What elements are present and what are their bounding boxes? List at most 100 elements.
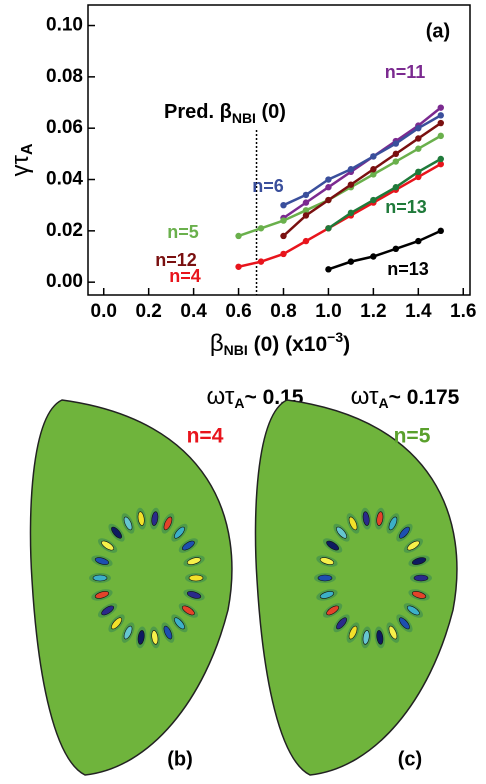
data-point — [415, 173, 422, 181]
x-tick-label: 0.8 — [270, 301, 296, 322]
mode-lobe-core — [399, 617, 410, 630]
data-point — [370, 166, 377, 173]
mode-lobe-core — [388, 625, 398, 640]
data-point — [437, 104, 444, 111]
panel-label: (a) — [426, 20, 450, 42]
mode-lobe-core — [188, 574, 204, 582]
data-point — [415, 168, 422, 176]
x-tick-label: 0.2 — [135, 301, 161, 322]
mode-lobe-core — [111, 617, 122, 630]
x-tick-label: 0.6 — [225, 301, 251, 322]
data-point — [325, 184, 332, 191]
data-point — [302, 212, 310, 219]
mode-lobe-core — [388, 516, 398, 531]
data-point — [325, 225, 332, 232]
mode-lobe-core — [163, 625, 173, 640]
series-label: n=11 — [385, 62, 426, 82]
y-label-main: γτ — [7, 155, 34, 177]
data-point — [280, 250, 287, 258]
y-tick-label: 0.08 — [46, 66, 83, 87]
data-point — [437, 112, 444, 119]
mode-lobe-core — [111, 526, 122, 539]
data-point — [280, 232, 287, 240]
mode-lobe-core — [376, 511, 384, 526]
y-axis-label: γτA — [7, 143, 36, 176]
y-tick-label: 0.10 — [46, 15, 83, 36]
mode-lobe-core — [186, 557, 202, 565]
series-label: n=13 — [387, 259, 429, 279]
reference-text: Pred. β — [164, 101, 232, 123]
x-label-sup: −3 — [327, 329, 343, 345]
data-point — [415, 135, 422, 142]
mode-lobe-core — [317, 574, 333, 582]
mode-lobe-core — [94, 591, 110, 599]
mode-lobe-core — [319, 591, 335, 599]
x-tick-label: 1.4 — [405, 301, 432, 322]
mode-lobe-core — [174, 617, 185, 630]
frequency-sub: A — [234, 395, 244, 411]
x-axis-label: βNBI (0) (x10−3) — [210, 329, 350, 358]
x-tick-label: 1.6 — [450, 301, 476, 322]
data-point — [302, 191, 310, 199]
mode-lobe-core — [348, 625, 358, 640]
panel-label: (c) — [398, 748, 422, 770]
data-point — [325, 196, 332, 204]
mode-lobe-core — [411, 591, 427, 599]
x-label-sub: NBI — [224, 342, 248, 358]
data-point — [302, 207, 310, 214]
mode-label: n=5 — [394, 425, 431, 448]
reference-sub: NBI — [232, 110, 256, 126]
mode-lobe-core — [174, 526, 185, 539]
mode-lobe-core — [151, 511, 159, 526]
plasma-cross-section — [254, 399, 458, 776]
mode-lobe-core — [413, 574, 429, 582]
data-point — [325, 266, 332, 273]
mode-lobe-core — [326, 540, 340, 551]
data-point — [235, 263, 242, 270]
data-point — [392, 140, 400, 147]
data-point — [437, 155, 444, 163]
series-label: n=13 — [385, 197, 427, 217]
mode-lobe-core — [137, 511, 145, 526]
mode-lobe-core — [92, 574, 108, 582]
mode-lobe-core — [181, 540, 195, 551]
data-point — [370, 253, 377, 260]
mode-lobe-core — [101, 605, 115, 616]
mode-lobe-core — [94, 557, 110, 565]
data-point — [302, 237, 310, 245]
mode-lobe-core — [362, 511, 370, 526]
data-point — [280, 217, 287, 224]
y-tick-label: 0.00 — [46, 271, 83, 292]
data-point — [392, 245, 400, 253]
mode-lobe-core — [376, 630, 384, 645]
data-point — [347, 181, 355, 188]
data-point — [257, 258, 265, 265]
series-label: n=5 — [167, 222, 199, 242]
mode-lobe-core — [336, 526, 347, 539]
data-point — [415, 124, 422, 132]
frequency-value: ~ 0.175 — [389, 386, 460, 409]
mode-lobe-core — [326, 605, 340, 616]
mode-lobe-core — [123, 625, 133, 640]
series-line — [327, 157, 442, 230]
data-point — [302, 199, 310, 206]
data-point — [370, 171, 377, 178]
x-tick-label: 0.0 — [91, 301, 117, 322]
frequency-symbol: ωτ — [351, 383, 379, 410]
mode-lobe-core — [406, 540, 420, 551]
mode-lobe-core — [137, 630, 145, 645]
data-point — [325, 176, 332, 183]
series-label: n=4 — [169, 266, 201, 286]
reference-rest: (0) — [256, 101, 286, 123]
series-line — [328, 229, 442, 271]
series-line — [282, 122, 442, 237]
mode-label: n=4 — [187, 425, 224, 448]
data-point — [392, 150, 400, 158]
data-point — [347, 166, 355, 173]
frequency-sub: A — [379, 395, 389, 411]
mode-lobe-core — [186, 591, 202, 599]
data-point — [415, 145, 422, 152]
mode-lobe-core — [181, 605, 195, 616]
